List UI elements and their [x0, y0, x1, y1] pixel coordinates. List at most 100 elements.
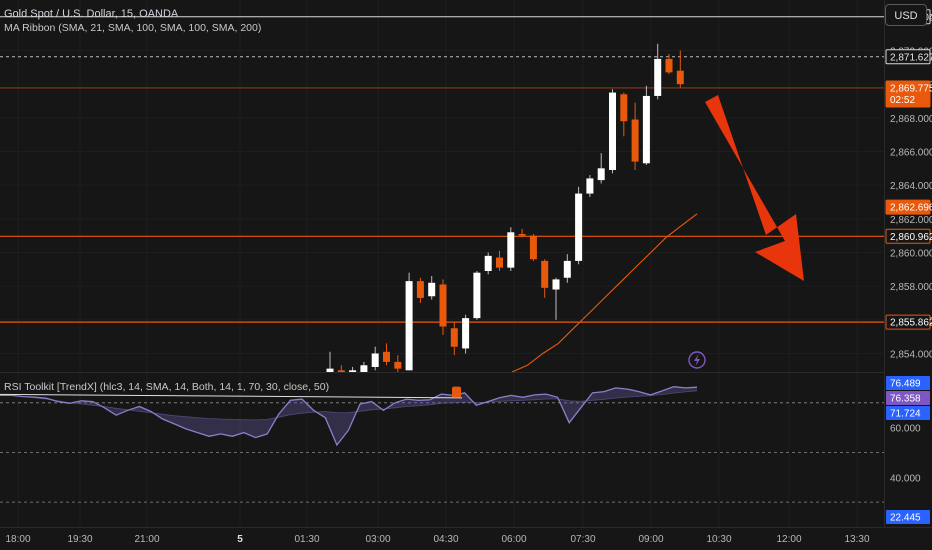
- candle[interactable]: [450, 321, 458, 356]
- symbol-title[interactable]: Gold Spot / U.S. Dollar, 15, OANDA: [4, 8, 179, 20]
- candle[interactable]: [405, 272, 413, 371]
- candle-body: [394, 361, 402, 369]
- candle-body: [631, 119, 639, 162]
- time-tick-label: 18:00: [5, 534, 30, 545]
- candle-body: [405, 281, 413, 371]
- candle[interactable]: [416, 277, 424, 303]
- candle[interactable]: [371, 346, 379, 371]
- candle-body: [360, 365, 368, 372]
- time-tick-label: 04:30: [433, 534, 458, 545]
- candle-body: [450, 328, 458, 347]
- rsi-legend[interactable]: RSI Toolkit [TrendX] (hlc3, 14, SMA, 14,…: [4, 381, 330, 393]
- candle[interactable]: [394, 355, 402, 372]
- candle[interactable]: [473, 271, 481, 320]
- flash-icon-group[interactable]: [688, 351, 706, 369]
- price-label-text: 2,871.627: [890, 52, 932, 63]
- rsi-signal-line: [0, 390, 698, 421]
- candle[interactable]: [665, 53, 673, 75]
- candle[interactable]: [326, 351, 334, 372]
- rsi-value-text: 76.358: [890, 394, 921, 405]
- price-tick-label: 2,866.000: [890, 147, 932, 158]
- candle[interactable]: [360, 361, 368, 372]
- time-tick-label: 19:30: [67, 534, 92, 545]
- lightning-bolt-icon[interactable]: [688, 351, 706, 369]
- price-label-box: [885, 80, 931, 108]
- time-tick-label: 5: [237, 534, 243, 545]
- price-tick-label: 2,854.000: [890, 349, 932, 360]
- candle[interactable]: [586, 175, 594, 197]
- rsi-signal-marker[interactable]: [452, 386, 461, 398]
- candle[interactable]: [631, 102, 639, 171]
- ma-ribbon-legend[interactable]: MA Ribbon (SMA, 21, SMA, 100, SMA, 100, …: [4, 22, 262, 34]
- candle[interactable]: [676, 50, 684, 88]
- rsi-tick-label: 60.000: [890, 424, 921, 435]
- currency-button[interactable]: USD: [885, 4, 927, 26]
- candle[interactable]: [529, 233, 537, 261]
- candle-body: [642, 95, 650, 164]
- price-label-text: 2,862.696: [890, 203, 932, 214]
- candle[interactable]: [541, 259, 549, 298]
- candle-body: [676, 70, 684, 85]
- candle-body: [541, 260, 549, 288]
- candle-body: [349, 370, 357, 372]
- candle[interactable]: [349, 366, 357, 372]
- rsi-value-box: [886, 510, 930, 524]
- countdown-text: 02:52: [890, 95, 915, 106]
- price-tick-label: 2,862.000: [890, 215, 932, 226]
- candle-body: [552, 279, 560, 290]
- candle[interactable]: [496, 250, 503, 272]
- candles-layer: [326, 43, 684, 372]
- candle[interactable]: [642, 85, 650, 165]
- price-label-text: 2,855.862: [890, 318, 932, 329]
- candle[interactable]: [428, 276, 436, 300]
- price-label-box: [885, 49, 931, 65]
- signal-marker-box: [452, 386, 461, 398]
- time-axis[interactable]: 18:00 19:30 21:00 5 01:30 03:00 04:30 06:00 07:3…: [5, 534, 869, 545]
- candle[interactable]: [609, 89, 616, 174]
- time-tick-label: 10:30: [706, 534, 731, 545]
- candle[interactable]: [575, 186, 583, 265]
- candle[interactable]: [484, 252, 492, 275]
- candle[interactable]: [552, 277, 560, 320]
- candle-body: [609, 92, 616, 171]
- candle-body: [462, 318, 470, 349]
- rsi-axis[interactable]: 40.000 60.000 76.489 76.358 71.724 22.445: [886, 376, 930, 524]
- ma-line[interactable]: [511, 213, 698, 373]
- candle-body: [620, 94, 628, 122]
- price-tick-label: 2,860.000: [890, 248, 932, 259]
- rsi-trend-line: [0, 393, 463, 399]
- candle[interactable]: [518, 228, 526, 238]
- price-tick-label: 2,868.000: [890, 114, 932, 125]
- candle-body: [383, 351, 390, 362]
- price-label-box: [885, 199, 931, 215]
- candle[interactable]: [383, 343, 390, 366]
- price-axis[interactable]: 2,854.0002,856.0002,858.0002,860.0002,86…: [885, 9, 932, 361]
- candle-body: [654, 58, 662, 96]
- candle-body: [563, 260, 571, 278]
- candle[interactable]: [597, 153, 605, 184]
- rsi-line[interactable]: [0, 386, 698, 447]
- main-legend: Gold Spot / U.S. Dollar, 15, OANDA MA Ri…: [4, 7, 261, 35]
- rsi-tick-label: 40.000: [890, 473, 921, 484]
- panel-separator: [0, 0, 932, 528]
- price-tick-label: 2,858.000: [890, 282, 932, 293]
- candle-body: [496, 257, 503, 268]
- candle[interactable]: [563, 254, 571, 283]
- candle[interactable]: [337, 365, 345, 372]
- candle-body: [337, 370, 345, 372]
- candle[interactable]: [439, 279, 447, 335]
- moving-average-layer: [511, 213, 698, 373]
- candle[interactable]: [654, 43, 662, 100]
- candle-body: [665, 58, 673, 73]
- candle-body: [518, 233, 526, 236]
- time-tick-label: 21:00: [134, 534, 159, 545]
- candle[interactable]: [507, 227, 515, 272]
- candle[interactable]: [462, 314, 470, 354]
- grid-layer: [0, 0, 884, 527]
- candle[interactable]: [620, 92, 628, 137]
- time-tick-label: 01:30: [294, 534, 319, 545]
- down-arrow-icon: [705, 95, 804, 281]
- time-tick-label: 12:00: [776, 534, 801, 545]
